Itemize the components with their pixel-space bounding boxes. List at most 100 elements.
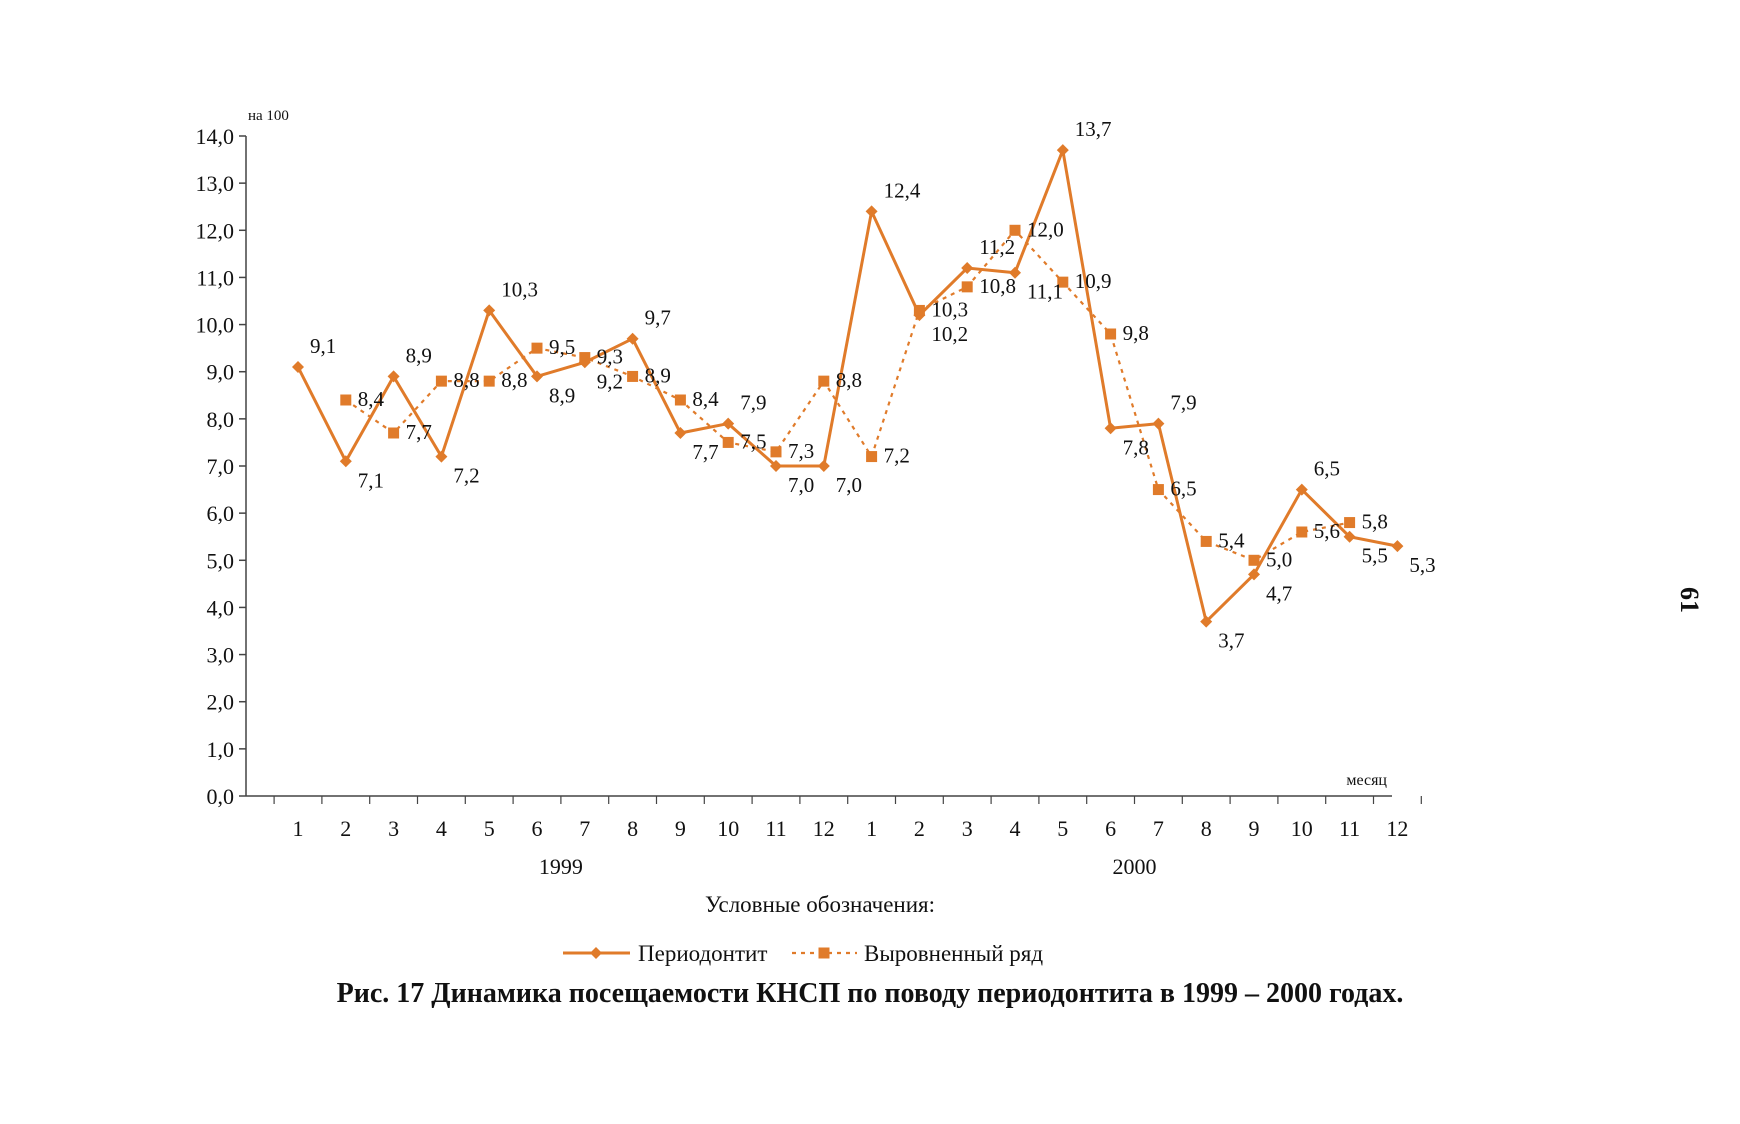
x-tick-label: 2: [914, 816, 925, 841]
data-label: 10,3: [931, 297, 968, 321]
data-label: 10,9: [1075, 269, 1112, 293]
data-label: 9,2: [597, 369, 623, 393]
data-label: 8,4: [358, 387, 385, 411]
data-label: 9,7: [645, 306, 671, 330]
data-point: [1009, 266, 1021, 279]
data-point: [387, 370, 400, 383]
data-point: [865, 205, 878, 218]
data-label: 4,7: [1266, 581, 1292, 605]
data-label: 8,9: [645, 363, 671, 387]
data-point: [1056, 144, 1069, 157]
data-label: 3,7: [1218, 629, 1244, 653]
chart-data-labels: 9,1 7,1 8,9 7,2 10,3 8,9 9,2 9,7 7,7 7,9 7,0 7,0 12,…: [310, 117, 1436, 652]
data-label: 8,4: [692, 387, 719, 411]
data-point: [1105, 328, 1117, 340]
x-tick-label: 7: [1153, 816, 1164, 841]
x-tick-label: 11: [765, 816, 786, 841]
data-label: 5,5: [1362, 544, 1388, 568]
data-point: [627, 370, 639, 382]
data-point: [1009, 224, 1021, 236]
data-point: [913, 304, 925, 316]
data-label: 5,3: [1409, 553, 1435, 577]
chart-legend: Условные обозначения: Периодонтит Выровнен…: [563, 892, 1043, 966]
data-point: [1248, 568, 1260, 581]
legend-marker-periodontitis: [590, 947, 602, 959]
y-tick-label: 2,0: [207, 690, 235, 715]
data-point: [1296, 526, 1308, 538]
data-label: 9,5: [549, 335, 575, 359]
x-tick-label: 9: [675, 816, 686, 841]
data-label: 8,8: [453, 368, 479, 392]
data-point: [579, 352, 591, 364]
x-tick-label: 8: [627, 816, 638, 841]
x-tick-label: 1: [293, 816, 304, 841]
data-point: [1200, 535, 1212, 547]
data-point: [866, 451, 878, 463]
y-tick-label: 7,0: [207, 454, 235, 479]
y-unit-label: на 100: [248, 108, 289, 124]
data-label: 10,8: [979, 274, 1016, 298]
y-tick-label: 6,0: [207, 501, 235, 526]
data-point: [1295, 483, 1308, 496]
data-point: [1391, 540, 1404, 553]
legend-title: Условные обозначения:: [705, 892, 935, 917]
y-tick-label: 9,0: [207, 360, 235, 385]
x-tick-label: 11: [1339, 816, 1360, 841]
data-point: [340, 394, 352, 406]
x-tick-label: 10: [1291, 816, 1313, 841]
figure-caption: Рис. 17 Динамика посещаемости КНСП по по…: [336, 978, 1404, 1009]
data-label: 10,3: [501, 277, 538, 301]
data-label: 6,5: [1314, 457, 1340, 481]
series-trend: [340, 224, 1356, 566]
x-tick-label: 5: [1057, 816, 1068, 841]
x-tick-label: 5: [484, 816, 495, 841]
data-point: [770, 446, 782, 458]
data-point: [1057, 276, 1069, 288]
data-point: [1344, 517, 1356, 529]
data-label: 7,1: [358, 468, 384, 492]
series-line: [345, 228, 1350, 562]
data-point: [483, 375, 495, 387]
data-point: [531, 342, 543, 354]
data-label: 11,2: [979, 235, 1015, 259]
data-label: 7,2: [453, 464, 479, 488]
y-tick-label: 8,0: [207, 407, 235, 432]
data-label: 7,9: [1170, 391, 1196, 415]
x-tick-label: 3: [962, 816, 973, 841]
data-point: [435, 450, 448, 463]
data-label: 7,7: [692, 440, 718, 464]
chart-series: [292, 144, 1404, 628]
data-point: [339, 455, 352, 468]
data-label: 10,2: [931, 322, 968, 346]
series-line: [296, 144, 1398, 625]
data-label: 5,6: [1314, 519, 1340, 543]
data-point: [770, 460, 782, 472]
data-label: 7,2: [884, 444, 910, 468]
data-point: [961, 281, 973, 293]
data-label: 9,1: [310, 334, 336, 358]
x-tick-label: 4: [436, 816, 447, 841]
data-label: 7,0: [836, 473, 862, 497]
data-label: 7,8: [1123, 435, 1149, 459]
data-point: [1104, 422, 1117, 435]
data-point: [818, 375, 830, 387]
data-point: [1200, 615, 1213, 628]
data-label: 6,5: [1170, 477, 1196, 501]
x-tick-label: 3: [388, 816, 399, 841]
year-label: 1999: [539, 854, 583, 879]
data-point: [1152, 484, 1164, 496]
x-tick-label: 2: [340, 816, 351, 841]
x-tick-label: 12: [1386, 816, 1408, 841]
data-point: [1248, 554, 1260, 566]
data-label: 5,4: [1218, 528, 1245, 552]
data-point: [531, 370, 543, 383]
data-label: 8,9: [549, 383, 575, 407]
data-label: 12,0: [1027, 217, 1064, 241]
y-tick-label: 11,0: [196, 265, 234, 290]
data-label: 7,3: [788, 439, 814, 463]
data-label: 7,7: [406, 420, 432, 444]
data-label: 8,9: [406, 343, 432, 367]
x-tick-label: 12: [813, 816, 835, 841]
